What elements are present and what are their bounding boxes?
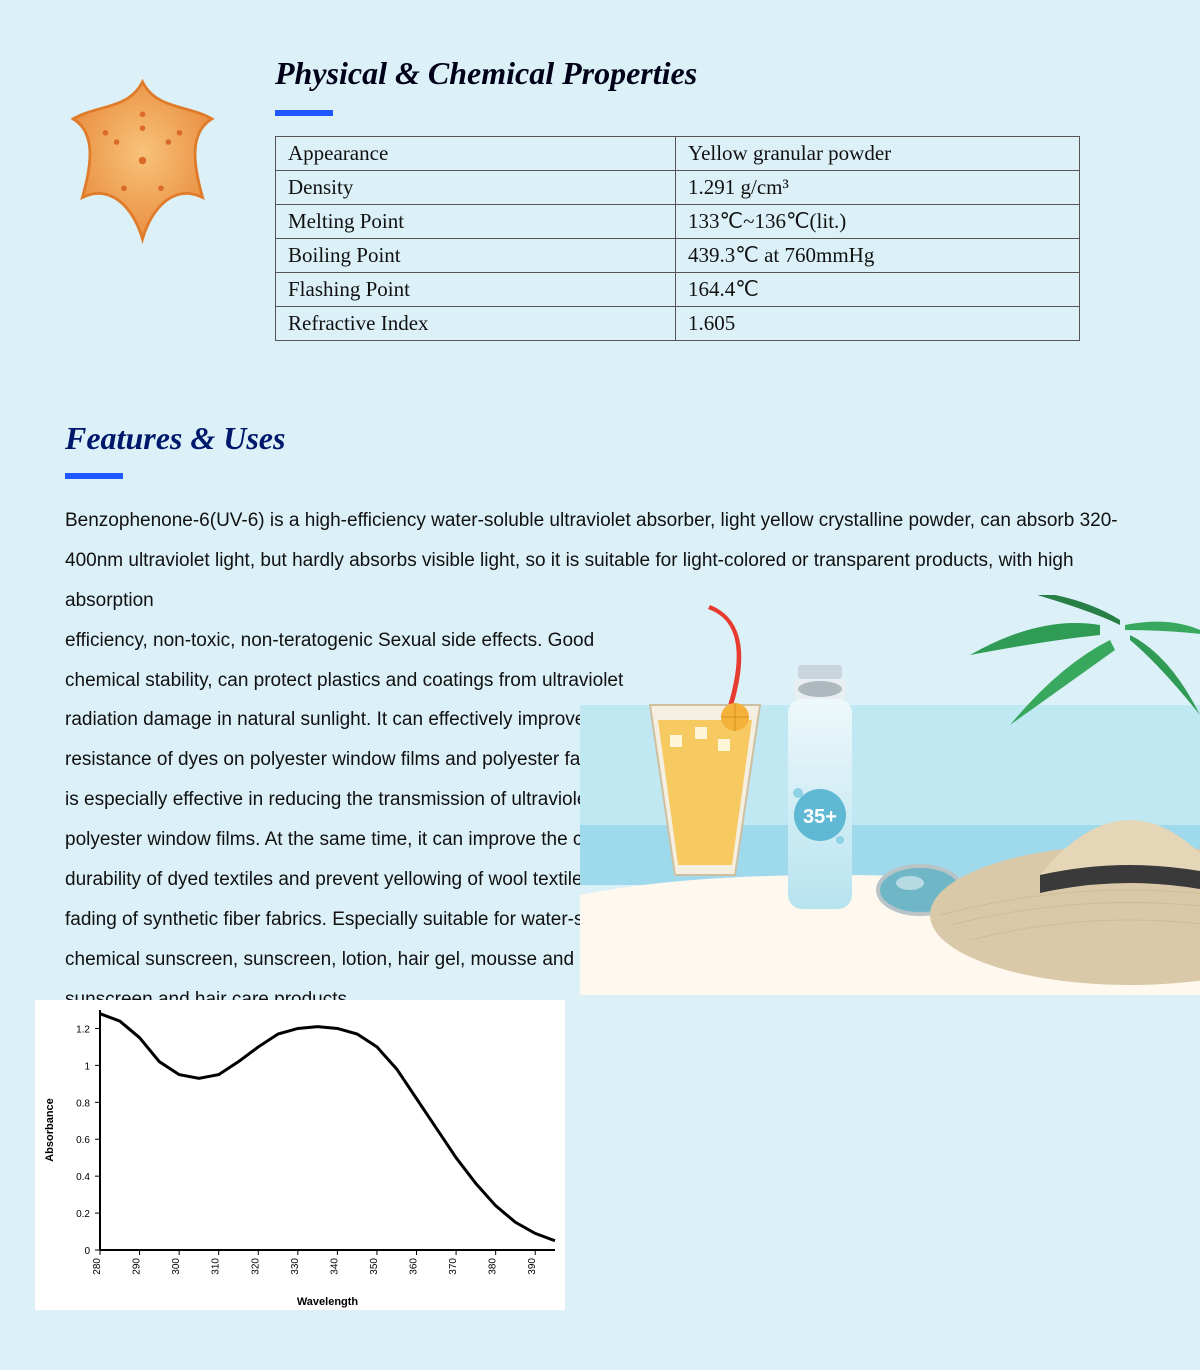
body-text-narrow: efficiency, non-toxic, non-teratogenic S…: [65, 621, 665, 1020]
svg-text:330: 330: [290, 1258, 301, 1275]
svg-text:350: 350: [369, 1258, 380, 1275]
title-underline: [275, 110, 333, 116]
property-name: Boiling Point: [276, 239, 676, 273]
table-row: AppearanceYellow granular powder: [276, 137, 1080, 171]
property-value: 1.291 g/cm³: [676, 171, 1080, 205]
property-value: Yellow granular powder: [676, 137, 1080, 171]
absorbance-chart: 0 0.2 0.4 0.6 0.8 1 1.2 280 290 300 310 320 330 340 35…: [35, 1000, 565, 1310]
property-name: Density: [276, 171, 676, 205]
svg-text:300: 300: [171, 1258, 182, 1275]
property-name: Melting Point: [276, 205, 676, 239]
section-title: Physical & Chemical Properties: [275, 55, 1155, 92]
svg-text:310: 310: [211, 1258, 222, 1275]
svg-text:280: 280: [92, 1258, 103, 1275]
svg-text:360: 360: [409, 1258, 420, 1275]
beach-illustration: 35+: [580, 595, 1200, 995]
table-row: Melting Point133℃~136℃(lit.): [276, 205, 1080, 239]
svg-text:380: 380: [488, 1258, 499, 1275]
svg-text:Absorbance: Absorbance: [44, 1098, 56, 1162]
svg-text:320: 320: [250, 1258, 261, 1275]
svg-text:1: 1: [84, 1061, 90, 1072]
svg-text:0.2: 0.2: [76, 1209, 90, 1220]
property-value: 133℃~136℃(lit.): [676, 205, 1080, 239]
table-row: Refractive Index1.605: [276, 307, 1080, 341]
property-value: 164.4℃: [676, 273, 1080, 307]
svg-text:0.8: 0.8: [76, 1098, 90, 1109]
physical-chemical-section: Physical & Chemical Properties Appearanc…: [275, 55, 1155, 341]
table-row: Flashing Point164.4℃: [276, 273, 1080, 307]
bottle-label: 35+: [803, 806, 837, 828]
starfish-illustration: [50, 68, 235, 253]
svg-text:0.6: 0.6: [76, 1135, 90, 1146]
property-name: Flashing Point: [276, 273, 676, 307]
svg-text:370: 370: [448, 1258, 459, 1275]
svg-text:340: 340: [329, 1258, 340, 1275]
svg-text:0.4: 0.4: [76, 1172, 90, 1183]
section-title: Features & Uses: [65, 420, 1145, 457]
svg-text:290: 290: [132, 1258, 143, 1275]
property-value: 1.605: [676, 307, 1080, 341]
svg-text:390: 390: [527, 1258, 538, 1275]
property-name: Appearance: [276, 137, 676, 171]
table-row: Boiling Point439.3℃ at 760mmHg: [276, 239, 1080, 273]
property-value: 439.3℃ at 760mmHg: [676, 239, 1080, 273]
svg-text:1.2: 1.2: [76, 1024, 90, 1035]
table-row: Density1.291 g/cm³: [276, 171, 1080, 205]
svg-text:Wavelength: Wavelength: [297, 1296, 359, 1308]
title-underline: [65, 473, 123, 479]
svg-text:0: 0: [84, 1246, 90, 1257]
property-name: Refractive Index: [276, 307, 676, 341]
properties-table: AppearanceYellow granular powderDensity1…: [275, 136, 1080, 341]
